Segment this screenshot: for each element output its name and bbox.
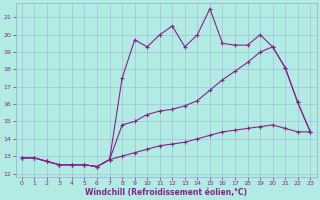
- X-axis label: Windchill (Refroidissement éolien,°C): Windchill (Refroidissement éolien,°C): [85, 188, 247, 197]
